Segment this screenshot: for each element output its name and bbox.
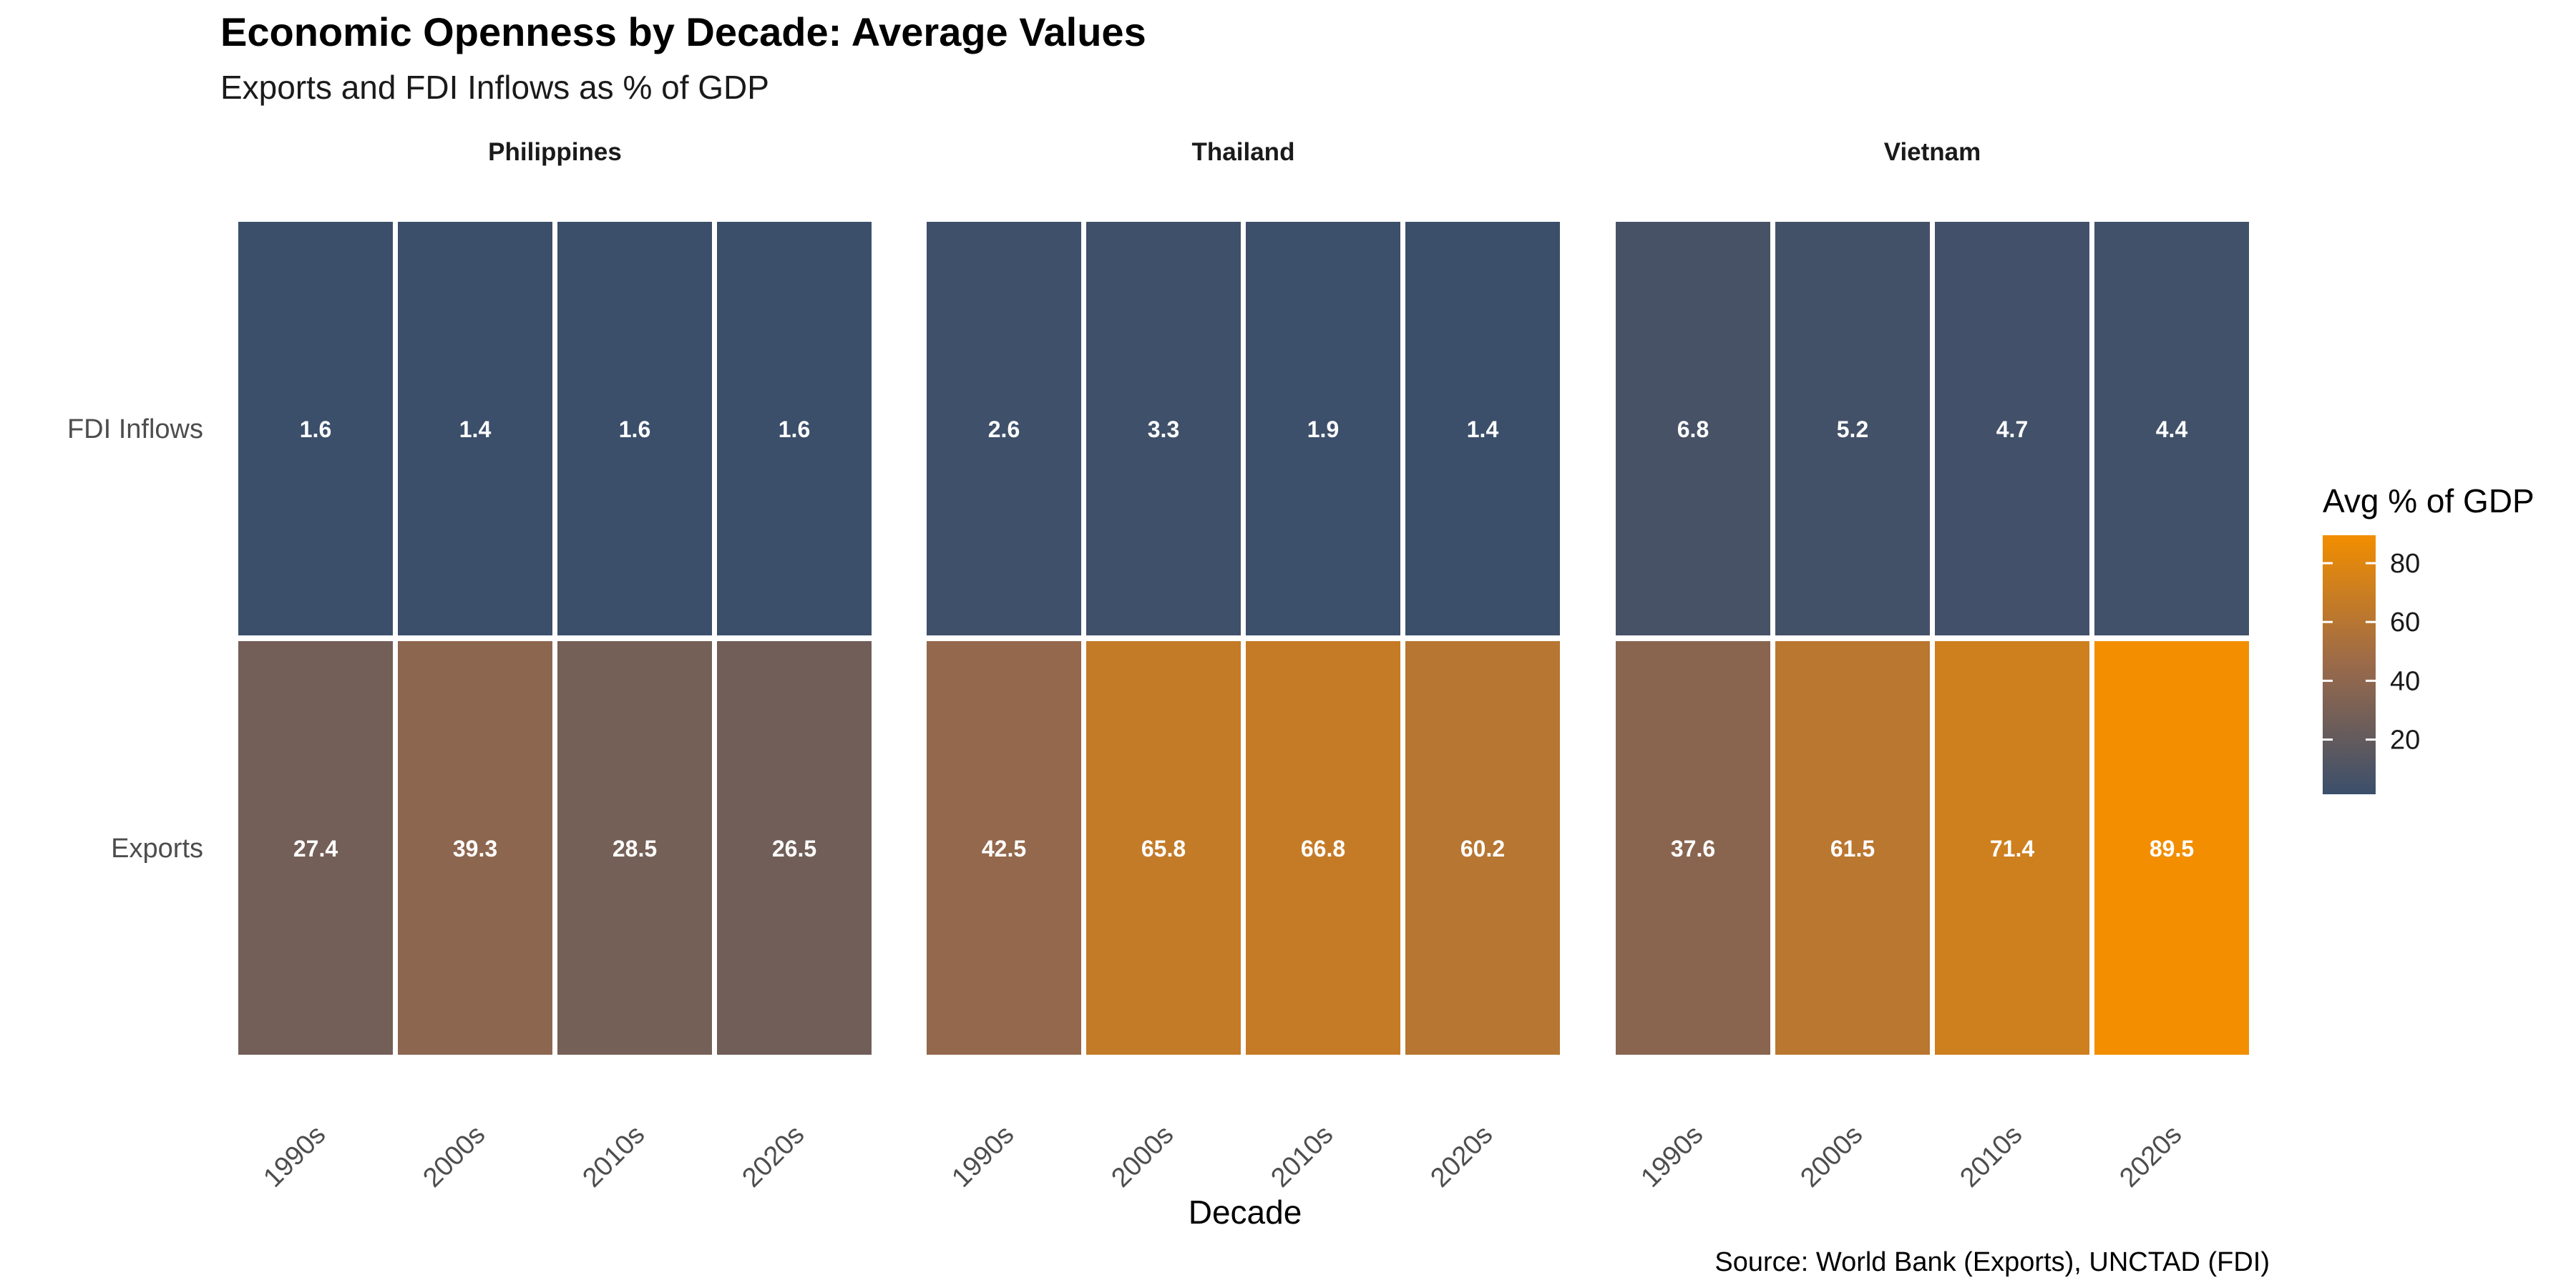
- cell-value-label: 4.7: [1996, 416, 2028, 442]
- heatmap-cell: [1086, 641, 1241, 1055]
- x-tick-label: 1990s: [1635, 1120, 1709, 1194]
- heatmap-cell: [1775, 222, 1930, 635]
- cell-value-label: 4.4: [2156, 416, 2188, 442]
- heatmap-cell: [557, 641, 712, 1055]
- cell-value-label: 66.8: [1301, 836, 1345, 862]
- legend-tick-label: 80: [2390, 549, 2420, 579]
- cell-value-label: 89.5: [2150, 836, 2194, 862]
- heatmap-cell: [1086, 222, 1241, 635]
- cell-value-label: 65.8: [1141, 836, 1186, 862]
- chart-title: Economic Openness by Decade: Average Val…: [220, 9, 1146, 54]
- cell-value-label: 1.6: [779, 416, 810, 442]
- facet-label: Thailand: [1192, 138, 1295, 166]
- legend-tick-label: 20: [2390, 726, 2420, 756]
- x-tick-label: 2020s: [1425, 1120, 1498, 1194]
- heatmap-cell: [1616, 222, 1770, 635]
- cell-value-label: 1.9: [1307, 416, 1339, 442]
- facet-label: Vietnam: [1884, 138, 1981, 166]
- x-tick-label: 1990s: [258, 1120, 331, 1194]
- cell-value-label: 1.6: [619, 416, 650, 442]
- heatmap-cell: [398, 222, 552, 635]
- cell-value-label: 3.3: [1148, 416, 1179, 442]
- heatmap-cell: [927, 641, 1081, 1055]
- cell-value-label: 5.2: [1837, 416, 1868, 442]
- x-axis-title: Decade: [1189, 1194, 1302, 1231]
- heatmap-cell: [398, 641, 552, 1055]
- y-tick-label: Exports: [111, 834, 203, 864]
- cell-value-label: 2.6: [988, 416, 1020, 442]
- x-tick-label: 2000s: [417, 1120, 491, 1194]
- heatmap-cell: [1405, 222, 1560, 635]
- heatmap-cell: [717, 222, 872, 635]
- heatmap-cell: [2094, 222, 2249, 635]
- heatmap-cell: [1246, 641, 1400, 1055]
- heatmap-cell: [1616, 641, 1770, 1055]
- legend-title: Avg % of GDP: [2323, 482, 2534, 519]
- cell-value-label: 28.5: [613, 836, 657, 862]
- x-tick-label: 2020s: [2114, 1120, 2187, 1194]
- color-legend: Avg % of GDP 20 40 60 80: [2323, 482, 2534, 794]
- x-tick-label: 2000s: [1795, 1120, 1868, 1194]
- cell-value-label: 42.5: [982, 836, 1026, 862]
- x-tick-label: 2000s: [1106, 1120, 1179, 1194]
- heatmap-cell: [1775, 641, 1930, 1055]
- legend-tick-label: 40: [2390, 666, 2420, 696]
- heatmap-cell: [238, 641, 393, 1055]
- heatmap-cell: [927, 222, 1081, 635]
- x-tick-label: 2010s: [1954, 1120, 2028, 1194]
- legend-tick-label: 60: [2390, 608, 2420, 638]
- facet-label: Philippines: [488, 138, 622, 166]
- heatmap-cell: [1405, 641, 1560, 1055]
- chart-subtitle: Exports and FDI Inflows as % of GDP: [220, 69, 769, 106]
- cell-value-label: 39.3: [453, 836, 497, 862]
- cell-value-label: 6.8: [1677, 416, 1709, 442]
- cell-value-label: 26.5: [772, 836, 816, 862]
- chart-caption: Source: World Bank (Exports), UNCTAD (FD…: [1714, 1247, 2270, 1277]
- plot-area: FDI Inflows Exports Philippines 1.6 1.4 1.6 1.…: [67, 138, 2249, 1194]
- heatmap-cell: [238, 222, 393, 635]
- heatmap-cell: [2094, 641, 2249, 1055]
- legend-colorbar: [2323, 535, 2376, 794]
- cell-value-label: 1.4: [459, 416, 492, 442]
- cell-value-label: 27.4: [293, 836, 338, 862]
- cell-value-label: 1.6: [300, 416, 331, 442]
- x-tick-label: 2010s: [1265, 1120, 1339, 1194]
- cell-value-label: 61.5: [1830, 836, 1875, 862]
- heatmap-cell: [1935, 641, 2089, 1055]
- x-tick-label: 1990s: [946, 1120, 1020, 1194]
- x-tick-label: 2010s: [577, 1120, 650, 1194]
- heatmap-cell: [1246, 222, 1400, 635]
- cell-value-label: 60.2: [1460, 836, 1505, 862]
- heatmap-cell: [717, 641, 872, 1055]
- cell-value-label: 71.4: [1990, 836, 2034, 862]
- y-tick-label: FDI Inflows: [67, 414, 203, 444]
- heatmap-cell: [1935, 222, 2089, 635]
- cell-value-label: 1.4: [1467, 416, 1499, 442]
- x-tick-label: 2020s: [736, 1120, 810, 1194]
- heatmap-cell: [557, 222, 712, 635]
- cell-value-label: 37.6: [1671, 836, 1715, 862]
